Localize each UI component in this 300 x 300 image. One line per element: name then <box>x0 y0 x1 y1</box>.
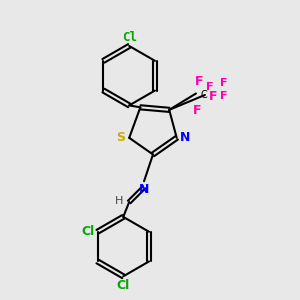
Text: S: S <box>116 131 125 144</box>
Text: F: F <box>193 104 202 117</box>
Text: N: N <box>180 131 190 144</box>
Text: F: F <box>209 90 218 103</box>
Text: N: N <box>139 183 149 196</box>
Text: Cl: Cl <box>117 279 130 292</box>
Text: F: F <box>195 75 203 88</box>
Text: F: F <box>220 78 227 88</box>
Text: Cl: Cl <box>81 225 94 238</box>
Text: C: C <box>200 90 207 100</box>
Text: Cl: Cl <box>122 32 137 44</box>
Text: F: F <box>206 82 214 92</box>
Text: H: H <box>115 196 123 206</box>
Text: F: F <box>220 92 227 101</box>
